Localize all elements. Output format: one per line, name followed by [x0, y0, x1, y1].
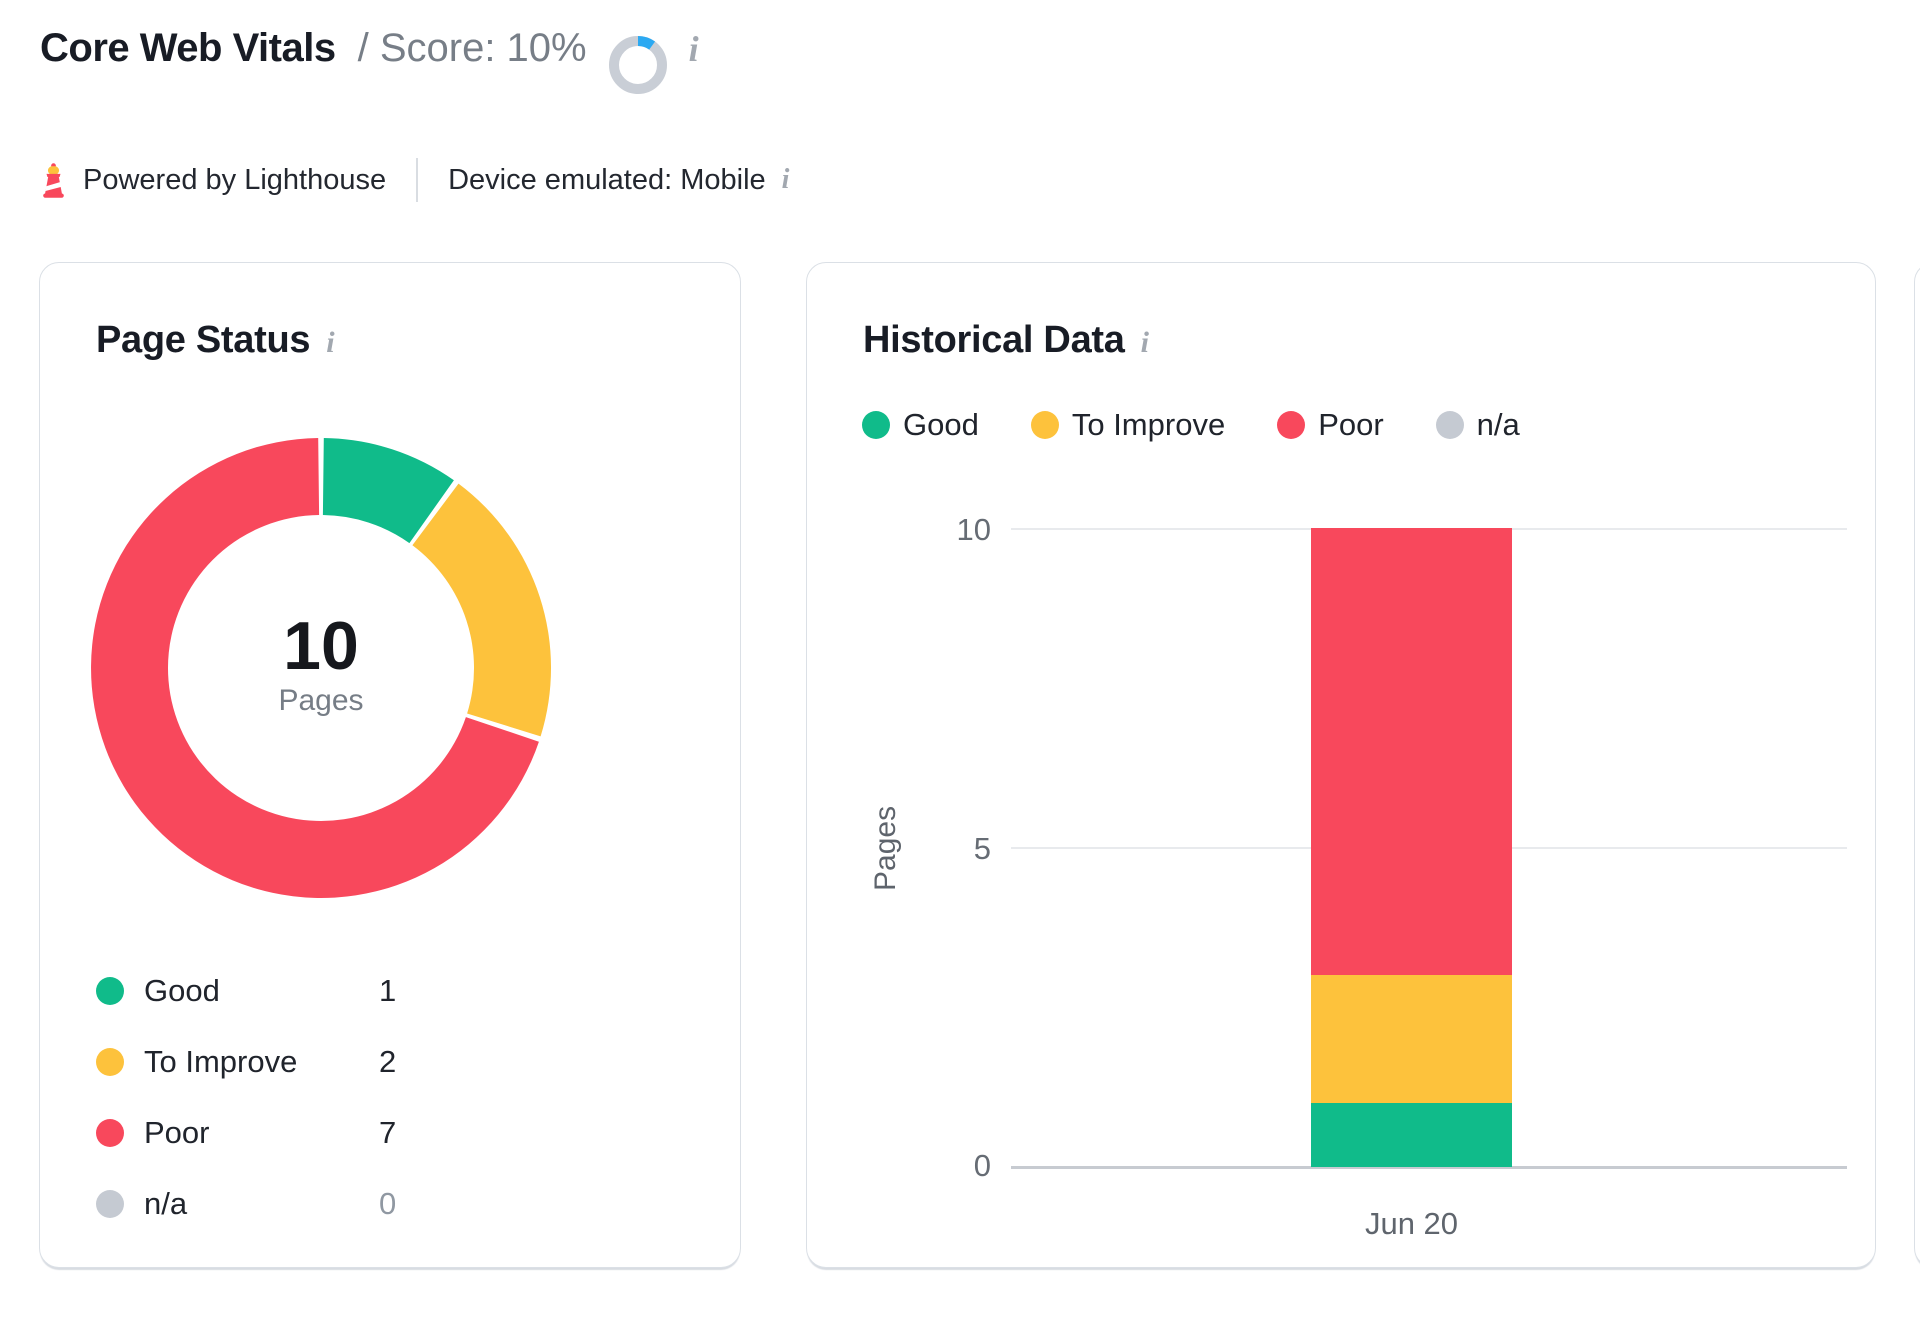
legend-label: To Improve [144, 1043, 298, 1079]
legend-label: n/a [1476, 407, 1520, 442]
page-status-card: Page Status i 10 Pages Good 1 To Improve… [39, 262, 741, 1268]
score-separator: / [357, 26, 369, 70]
historical-title: Historical Data [863, 319, 1125, 361]
stacked-bar[interactable] [1311, 528, 1512, 1167]
score-info-icon[interactable]: i [688, 29, 699, 69]
legend-label: Poor [144, 1114, 210, 1150]
y-tick-10: 10 [956, 512, 991, 547]
y-axis-label: Pages [869, 805, 902, 891]
score-text: / Score: 10% [358, 26, 587, 71]
y-tick-5: 5 [973, 831, 991, 866]
hd-legend-to-improve[interactable]: To Improve [1030, 407, 1226, 443]
page-status-title: Page Status [96, 319, 311, 361]
good-dot-icon [96, 976, 124, 1005]
na-dot-icon [1435, 411, 1464, 439]
historical-title-row: Historical Data i [863, 319, 1149, 362]
legend-value: 2 [379, 1043, 397, 1079]
to-improve-dot-icon [1030, 411, 1059, 439]
historical-data-card: Historical Data i Good To Improve Poor n… [806, 262, 1876, 1268]
legend-row-to-improve: To Improve 2 [96, 1026, 516, 1097]
legend-label: Poor [1318, 407, 1384, 442]
x-tick-jun-20: Jun 20 [1364, 1206, 1459, 1241]
x-axis-line [1011, 1166, 1847, 1169]
hd-legend-poor[interactable]: Poor [1277, 407, 1384, 443]
bar-segment-poor[interactable] [1311, 528, 1512, 976]
na-dot-icon [96, 1189, 124, 1218]
legend-label: Good [903, 407, 979, 442]
legend-value: 7 [379, 1114, 397, 1150]
page-header: Core Web Vitals / Score: 10% i [40, 26, 699, 94]
score-ring-icon [608, 36, 667, 94]
legend-label: n/a [144, 1185, 188, 1221]
to-improve-dot-icon [96, 1047, 124, 1076]
device-info-icon[interactable]: i [781, 164, 790, 195]
legend-label: To Improve [1071, 407, 1226, 442]
page-title: Core Web Vitals [40, 26, 336, 70]
subheader: Powered by Lighthouse Device emulated: M… [40, 156, 789, 204]
poor-dot-icon [1277, 411, 1306, 439]
page-status-legend: Good 1 To Improve 2 Poor 7 n/a 0 [96, 955, 516, 1239]
donut-svg[interactable] [86, 433, 556, 903]
bar-segment-good[interactable] [1311, 1103, 1512, 1167]
bar-segment-to-improve[interactable] [1311, 975, 1512, 1104]
lighthouse-icon [43, 162, 64, 198]
legend-row-good: Good 1 [96, 955, 516, 1026]
historical-legend: Good To Improve Poor n/a [862, 407, 1520, 443]
powered-by-label: Powered by Lighthouse [83, 163, 387, 196]
score-ring-progress [608, 36, 667, 94]
poor-dot-icon [96, 1118, 124, 1147]
hd-legend-good[interactable]: Good [862, 407, 979, 443]
score-label: Score: 10% [379, 26, 587, 70]
page-status-title-row: Page Status i [96, 319, 335, 362]
legend-value: 0 [379, 1185, 397, 1221]
subheader-divider [416, 158, 419, 202]
legend-label: Good [144, 972, 220, 1008]
page-status-donut-chart[interactable]: 10 Pages [86, 433, 556, 903]
y-tick-0: 0 [973, 1148, 991, 1183]
legend-row-na: n/a 0 [96, 1168, 516, 1239]
legend-value: 1 [379, 972, 397, 1008]
historical-bar-chart: 10 5 0 Jun 20 [957, 514, 1847, 1241]
historical-info-icon[interactable]: i [1140, 326, 1149, 359]
page-status-info-icon[interactable]: i [326, 326, 335, 359]
donut-segment-poor[interactable] [91, 438, 539, 898]
legend-row-poor: Poor 7 [96, 1097, 516, 1168]
device-emulated-label: Device emulated: Mobile [448, 163, 766, 196]
donut-segment-to-improve[interactable] [412, 483, 552, 737]
donut-segment-good[interactable] [322, 438, 454, 544]
hd-legend-na[interactable]: n/a [1435, 407, 1520, 443]
offscreen-card-edge [1914, 262, 1920, 1268]
good-dot-icon [862, 411, 890, 439]
score-ring-track [608, 36, 667, 94]
